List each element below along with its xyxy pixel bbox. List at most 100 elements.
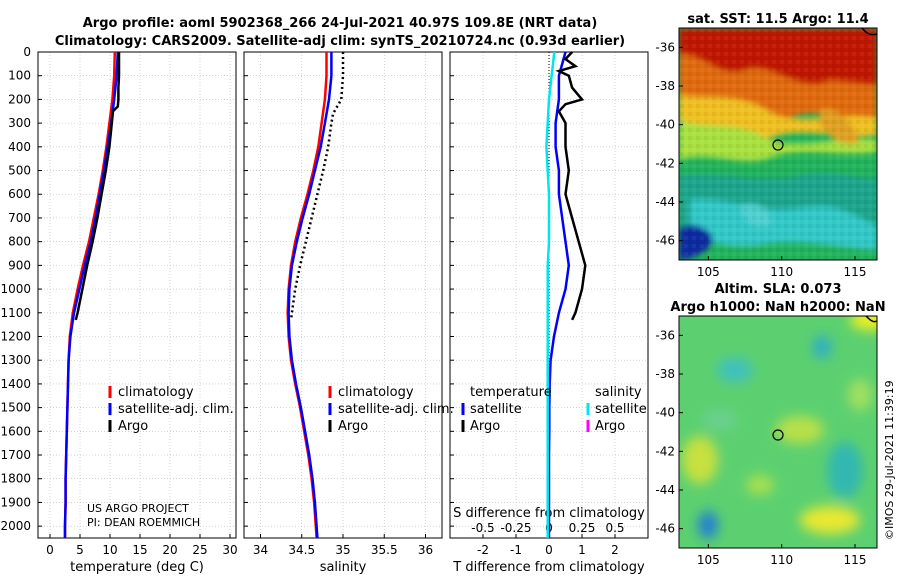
map-ytick-label: -38 [655, 79, 675, 93]
difference-xtick-label: 1 [578, 543, 586, 557]
temperature-xtick-label: 20 [162, 543, 177, 557]
temperature-xtick-label: 15 [132, 543, 147, 557]
depth-tick-label: 2000 [0, 519, 31, 533]
temperature-xtick-label: 5 [76, 543, 84, 557]
sst-map-title: sat. SST: 11.5 Argo: 11.4 [687, 12, 868, 27]
legend-diff-temperature-header: temperature [470, 385, 552, 400]
map-ytick-label: -38 [655, 367, 675, 381]
sla-map-xticks: 105 110 115 [697, 544, 867, 567]
depth-tick-label: 200 [8, 92, 31, 106]
depth-tick-label: 300 [8, 116, 31, 130]
temperature-xlabel: temperature (deg C) [70, 560, 204, 575]
difference-xtick-label: -1 [510, 543, 522, 557]
salinity-xtick-label: 34.5 [288, 543, 315, 557]
depth-tick-label: 1600 [0, 424, 31, 438]
map-xtick-label: 110 [770, 553, 793, 567]
map-ytick-label: -42 [655, 444, 675, 458]
map-ytick-label: -44 [655, 483, 675, 497]
map-xtick-label: 105 [697, 553, 720, 567]
temperature-xtick-label: 0 [46, 543, 54, 557]
difference-s-xtick-label: -0.5 [471, 521, 494, 535]
sst-map-frame [678, 27, 878, 261]
legend-diff-salinity-header: salinity [595, 385, 642, 400]
difference-xlabel: T difference from climatology [452, 560, 645, 575]
map-ytick-label: -42 [655, 156, 675, 170]
legend-temperature: climatology satellite-adj. clim. Argo [108, 385, 234, 434]
sla-map: Altim. SLA: 0.073 Argo h1000: NaN h2000:… [655, 282, 885, 567]
legend-sal-climatology-label: climatology [338, 385, 414, 400]
temperature-series-climatology [63, 51, 117, 538]
map-xtick-label: 105 [697, 265, 720, 279]
legend-argo-label: Argo [118, 419, 148, 434]
legend-satellite-label: satellite-adj. clim. [118, 402, 234, 417]
temperature-xtick-label: 25 [192, 543, 207, 557]
depth-tick-label: 1200 [0, 329, 31, 343]
sla-map-title: Altim. SLA: 0.073 [715, 282, 842, 297]
legend-diff-s-satellite-label: satellite [595, 402, 647, 417]
map-ytick-label: -36 [655, 328, 675, 342]
depth-tick-label: 100 [8, 69, 31, 83]
map-xtick-label: 115 [844, 553, 867, 567]
map-ytick-label: -46 [655, 522, 675, 536]
depth-tick-label: 1000 [0, 282, 31, 296]
depth-tick-label: 1700 [0, 448, 31, 462]
difference-panel: T difference from climatology S differen… [449, 51, 649, 575]
map-ytick-label: -40 [655, 406, 675, 420]
difference-series-temperature-argo [555, 51, 587, 321]
difference-xtick-label: -2 [477, 543, 489, 557]
sla-argo-marker [772, 429, 784, 441]
difference-s-xtick-label: 0.25 [569, 521, 596, 535]
sst-coastline [861, 27, 878, 36]
depth-tick-label: 1400 [0, 377, 31, 391]
map-ytick-label: -44 [655, 195, 675, 209]
depth-tick-label: 0 [23, 45, 31, 59]
salinity-series-climatology [286, 52, 328, 539]
depth-tick-label: 400 [8, 140, 31, 154]
salinity-panel: salinity 34 34.5 35 35.5 36 [243, 51, 443, 575]
difference-xtick-label: 0 [545, 543, 553, 557]
sla-coastline [865, 315, 878, 323]
depth-tick-label: 500 [8, 164, 31, 178]
depth-tick-label: 1500 [0, 401, 31, 415]
salinity-xtick-label: 36 [418, 543, 433, 557]
legend-diff-t-satellite-label: satellite [470, 402, 522, 417]
sst-map: sat. SST: 11.5 Argo: 11.4 105 110 115 -36 -… [655, 12, 878, 279]
map-ytick-label: -40 [655, 118, 675, 132]
map-xtick-label: 110 [770, 265, 793, 279]
sla-map-frame [678, 315, 878, 549]
map-ytick-label: -36 [655, 40, 675, 54]
depth-axis: 0 100 200 300 400 500 600 700 800 900 1000 1100 1200… [0, 45, 31, 533]
salinity-series-satellite-adj-clim- [287, 52, 333, 539]
salinity-xtick-label: 35.5 [371, 543, 398, 557]
depth-tick-label: 900 [8, 258, 31, 272]
temperature-panel: temperature (deg C) 0 5 10 15 20 25 30 [37, 51, 238, 575]
salinity-grid [244, 51, 442, 538]
difference-xtick-label: 2 [611, 543, 619, 557]
temperature-xtick-label: 30 [222, 543, 237, 557]
salinity-xtick-label: 35 [335, 543, 350, 557]
title-line-2: Climatology: CARS2009. Satellite-adj cli… [55, 34, 625, 49]
depth-tick-label: 1800 [0, 472, 31, 486]
temperature-series-argo [74, 52, 121, 321]
legend-diff-t-argo-label: Argo [470, 419, 500, 434]
salinity-xtick-label: 34 [253, 543, 268, 557]
sla-map-yticks: -36 -38 -40 -42 -44 -46 [655, 328, 683, 536]
temperature-xtick-label: 10 [102, 543, 117, 557]
map-xtick-label: 115 [844, 265, 867, 279]
legend-climatology-label: climatology [118, 385, 194, 400]
difference-series-salinity-satellite [545, 51, 556, 538]
sst-map-xticks: 105 110 115 [697, 256, 867, 279]
legend-sal-argo-label: Argo [338, 419, 368, 434]
sla-map-subtitle: Argo h1000: NaN h2000: NaN [670, 300, 885, 315]
sla-map-field [679, 316, 877, 548]
legend-difference: temperature salinity satellite Argo sate… [461, 385, 647, 434]
salinity-xlabel: salinity [320, 560, 367, 575]
depth-tick-label: 1900 [0, 495, 31, 509]
depth-tick-label: 600 [8, 187, 31, 201]
depth-tick-label: 1300 [0, 353, 31, 367]
map-ytick-label: -46 [655, 234, 675, 248]
temperature-axes-frame [37, 51, 237, 539]
difference-s-xtick-label: -0.25 [500, 521, 531, 535]
title-line-1: Argo profile: aoml 5902368_266 24-Jul-20… [83, 16, 598, 31]
legend-diff-s-argo-label: Argo [595, 419, 625, 434]
